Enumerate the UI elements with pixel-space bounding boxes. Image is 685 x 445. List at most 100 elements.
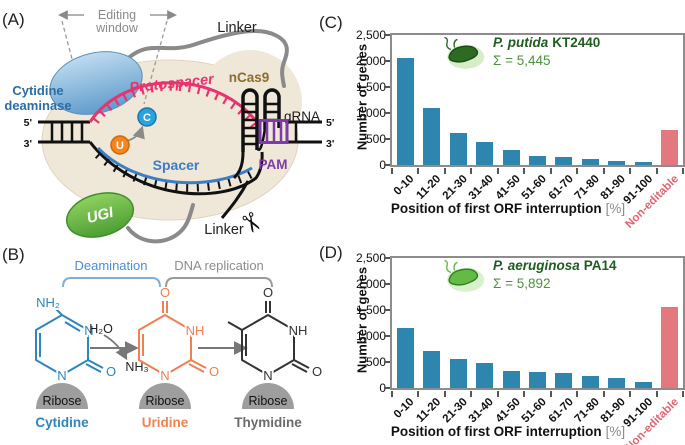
nh3-label: NH₃ bbox=[125, 360, 148, 374]
svg-text:Ribose: Ribose bbox=[249, 394, 288, 408]
bottom-strand-cut-branch bbox=[220, 180, 250, 219]
bar-51-60 bbox=[529, 372, 546, 388]
dna-replication-bracket bbox=[165, 277, 273, 288]
dna-replication-label: DNA replication bbox=[174, 258, 264, 273]
base-u-circle bbox=[110, 135, 130, 155]
bar-11-20 bbox=[423, 350, 441, 388]
panel-b-label: (B) bbox=[2, 245, 25, 264]
organism-legend: P. putida KT2440 Σ = 5,445 bbox=[438, 35, 600, 75]
bar-11-20 bbox=[423, 107, 441, 165]
y-tick-label: 2,000 bbox=[355, 277, 386, 291]
bar-41-50 bbox=[502, 149, 520, 165]
linker-bottom-label: Linker bbox=[204, 222, 244, 238]
y-tick-mark bbox=[384, 257, 390, 259]
bar-51-60 bbox=[529, 155, 546, 165]
cytidine-o2: O bbox=[106, 364, 116, 379]
cytidine-nh2: NH₂ bbox=[36, 295, 60, 310]
nh3-branch-arrow bbox=[103, 334, 128, 361]
y-tick-mark bbox=[384, 112, 390, 114]
x-tick-mark bbox=[523, 168, 526, 174]
x-tick-label: 61-70 bbox=[546, 396, 576, 426]
x-tick-mark bbox=[496, 391, 499, 397]
y-tick-mark bbox=[384, 283, 390, 285]
x-tick-label: 0-10 bbox=[391, 173, 417, 198]
x-tick-mark bbox=[391, 168, 393, 174]
x-tick-mark bbox=[391, 391, 393, 397]
x-tick-label: 51-60 bbox=[519, 396, 549, 426]
y-tick-mark bbox=[384, 60, 390, 62]
x-tick-label: 41-50 bbox=[493, 173, 523, 203]
x-tick-mark bbox=[470, 391, 473, 397]
x-tick-mark bbox=[602, 391, 605, 397]
x-tick-mark bbox=[629, 168, 632, 174]
u-to-c-arrow bbox=[126, 125, 145, 142]
x-axis-title-text: Position of first ORF interruption bbox=[390, 201, 602, 216]
y-tick-label: 500 bbox=[365, 132, 386, 146]
deaminase-label-2: deaminase bbox=[4, 98, 71, 113]
x-tick-mark bbox=[576, 168, 579, 174]
five-prime-left: 5' bbox=[24, 117, 32, 129]
y-tick-mark bbox=[384, 387, 390, 389]
uridine-o4: O bbox=[160, 285, 170, 300]
base-c-letter: C bbox=[143, 112, 151, 124]
x-tick-mark bbox=[443, 391, 446, 397]
h2o-label: H₂O bbox=[89, 322, 113, 336]
five-prime-right: 5' bbox=[326, 117, 334, 129]
x-tick-mark bbox=[549, 391, 552, 397]
panel-c-label: (C) bbox=[319, 13, 343, 32]
x-tick-label: 41-50 bbox=[493, 396, 523, 426]
editing-window-label-2: window bbox=[95, 21, 139, 35]
organism-name: P. aeruginosa PA14 bbox=[493, 258, 617, 273]
y-tick-label: 500 bbox=[365, 355, 386, 369]
x-tick-mark bbox=[523, 391, 526, 397]
thymidine-o2: O bbox=[312, 364, 322, 379]
pam-box bbox=[258, 119, 289, 144]
deamination-chemistry-diagram: Deamination DNA replication NH₂ N N O H₂… bbox=[34, 258, 322, 430]
x-tick-mark bbox=[417, 391, 420, 397]
uridine-name: Uridine bbox=[142, 415, 189, 430]
editing-window-label-1: Editing bbox=[98, 8, 136, 22]
x-tick-mark bbox=[496, 168, 499, 174]
y-tick-label: 1,000 bbox=[355, 329, 386, 343]
thymidine-n1: N bbox=[263, 368, 272, 383]
y-tick-mark bbox=[384, 164, 390, 166]
three-prime-left: 3' bbox=[24, 138, 32, 150]
dna-left-duplex bbox=[38, 120, 90, 144]
y-tick-label: 1,500 bbox=[355, 303, 386, 317]
ncas9-label: nCas9 bbox=[229, 70, 270, 85]
bar-61-70 bbox=[555, 373, 573, 388]
bar-71-80 bbox=[581, 159, 599, 165]
x-tick-mark bbox=[655, 168, 658, 174]
y-tick-mark bbox=[384, 34, 390, 36]
x-tick-label: 31-40 bbox=[466, 173, 497, 203]
bar-71-80 bbox=[581, 376, 599, 388]
bar-21-30 bbox=[449, 359, 467, 388]
plot-area: 0 500 1,000 1,500 2,000 2,500 0-10 11-20 21-30 31… bbox=[356, 28, 685, 231]
bar-Non-editable bbox=[661, 130, 679, 165]
x-tick-mark bbox=[443, 168, 446, 174]
x-axis-title: Position of first ORF interruption [%] bbox=[338, 201, 678, 216]
panel-a-label: (A) bbox=[2, 10, 25, 29]
y-tick-label: 1,500 bbox=[355, 80, 386, 94]
y-tick-label: 0 bbox=[379, 158, 386, 172]
panel-d-chart: Number of genes 0 500 1,000 1,500 2,000 2,500… bbox=[318, 228, 685, 445]
bar-21-30 bbox=[449, 132, 467, 165]
x-axis-unit: [%] bbox=[605, 424, 626, 439]
thymidine-name: Thymidine bbox=[234, 415, 302, 430]
bar-31-40 bbox=[476, 363, 494, 388]
bar-81-90 bbox=[608, 377, 626, 388]
x-tick-mark bbox=[682, 391, 684, 397]
x-tick-label: 21-30 bbox=[440, 173, 470, 203]
cytidine-structure bbox=[35, 307, 104, 395]
panel-d-label: (D) bbox=[319, 243, 343, 262]
linker-top-label: Linker bbox=[217, 20, 257, 36]
cytidine-name: Cytidine bbox=[35, 415, 89, 430]
x-tick-label: 71-80 bbox=[572, 396, 602, 426]
bar-61-70 bbox=[555, 156, 573, 165]
bar-Non-editable bbox=[661, 307, 679, 388]
pam-label: PAM bbox=[259, 157, 288, 172]
linker-bottom-curve bbox=[126, 203, 195, 244]
dna-right-duplex bbox=[287, 120, 322, 144]
bar-91-100 bbox=[634, 381, 652, 388]
